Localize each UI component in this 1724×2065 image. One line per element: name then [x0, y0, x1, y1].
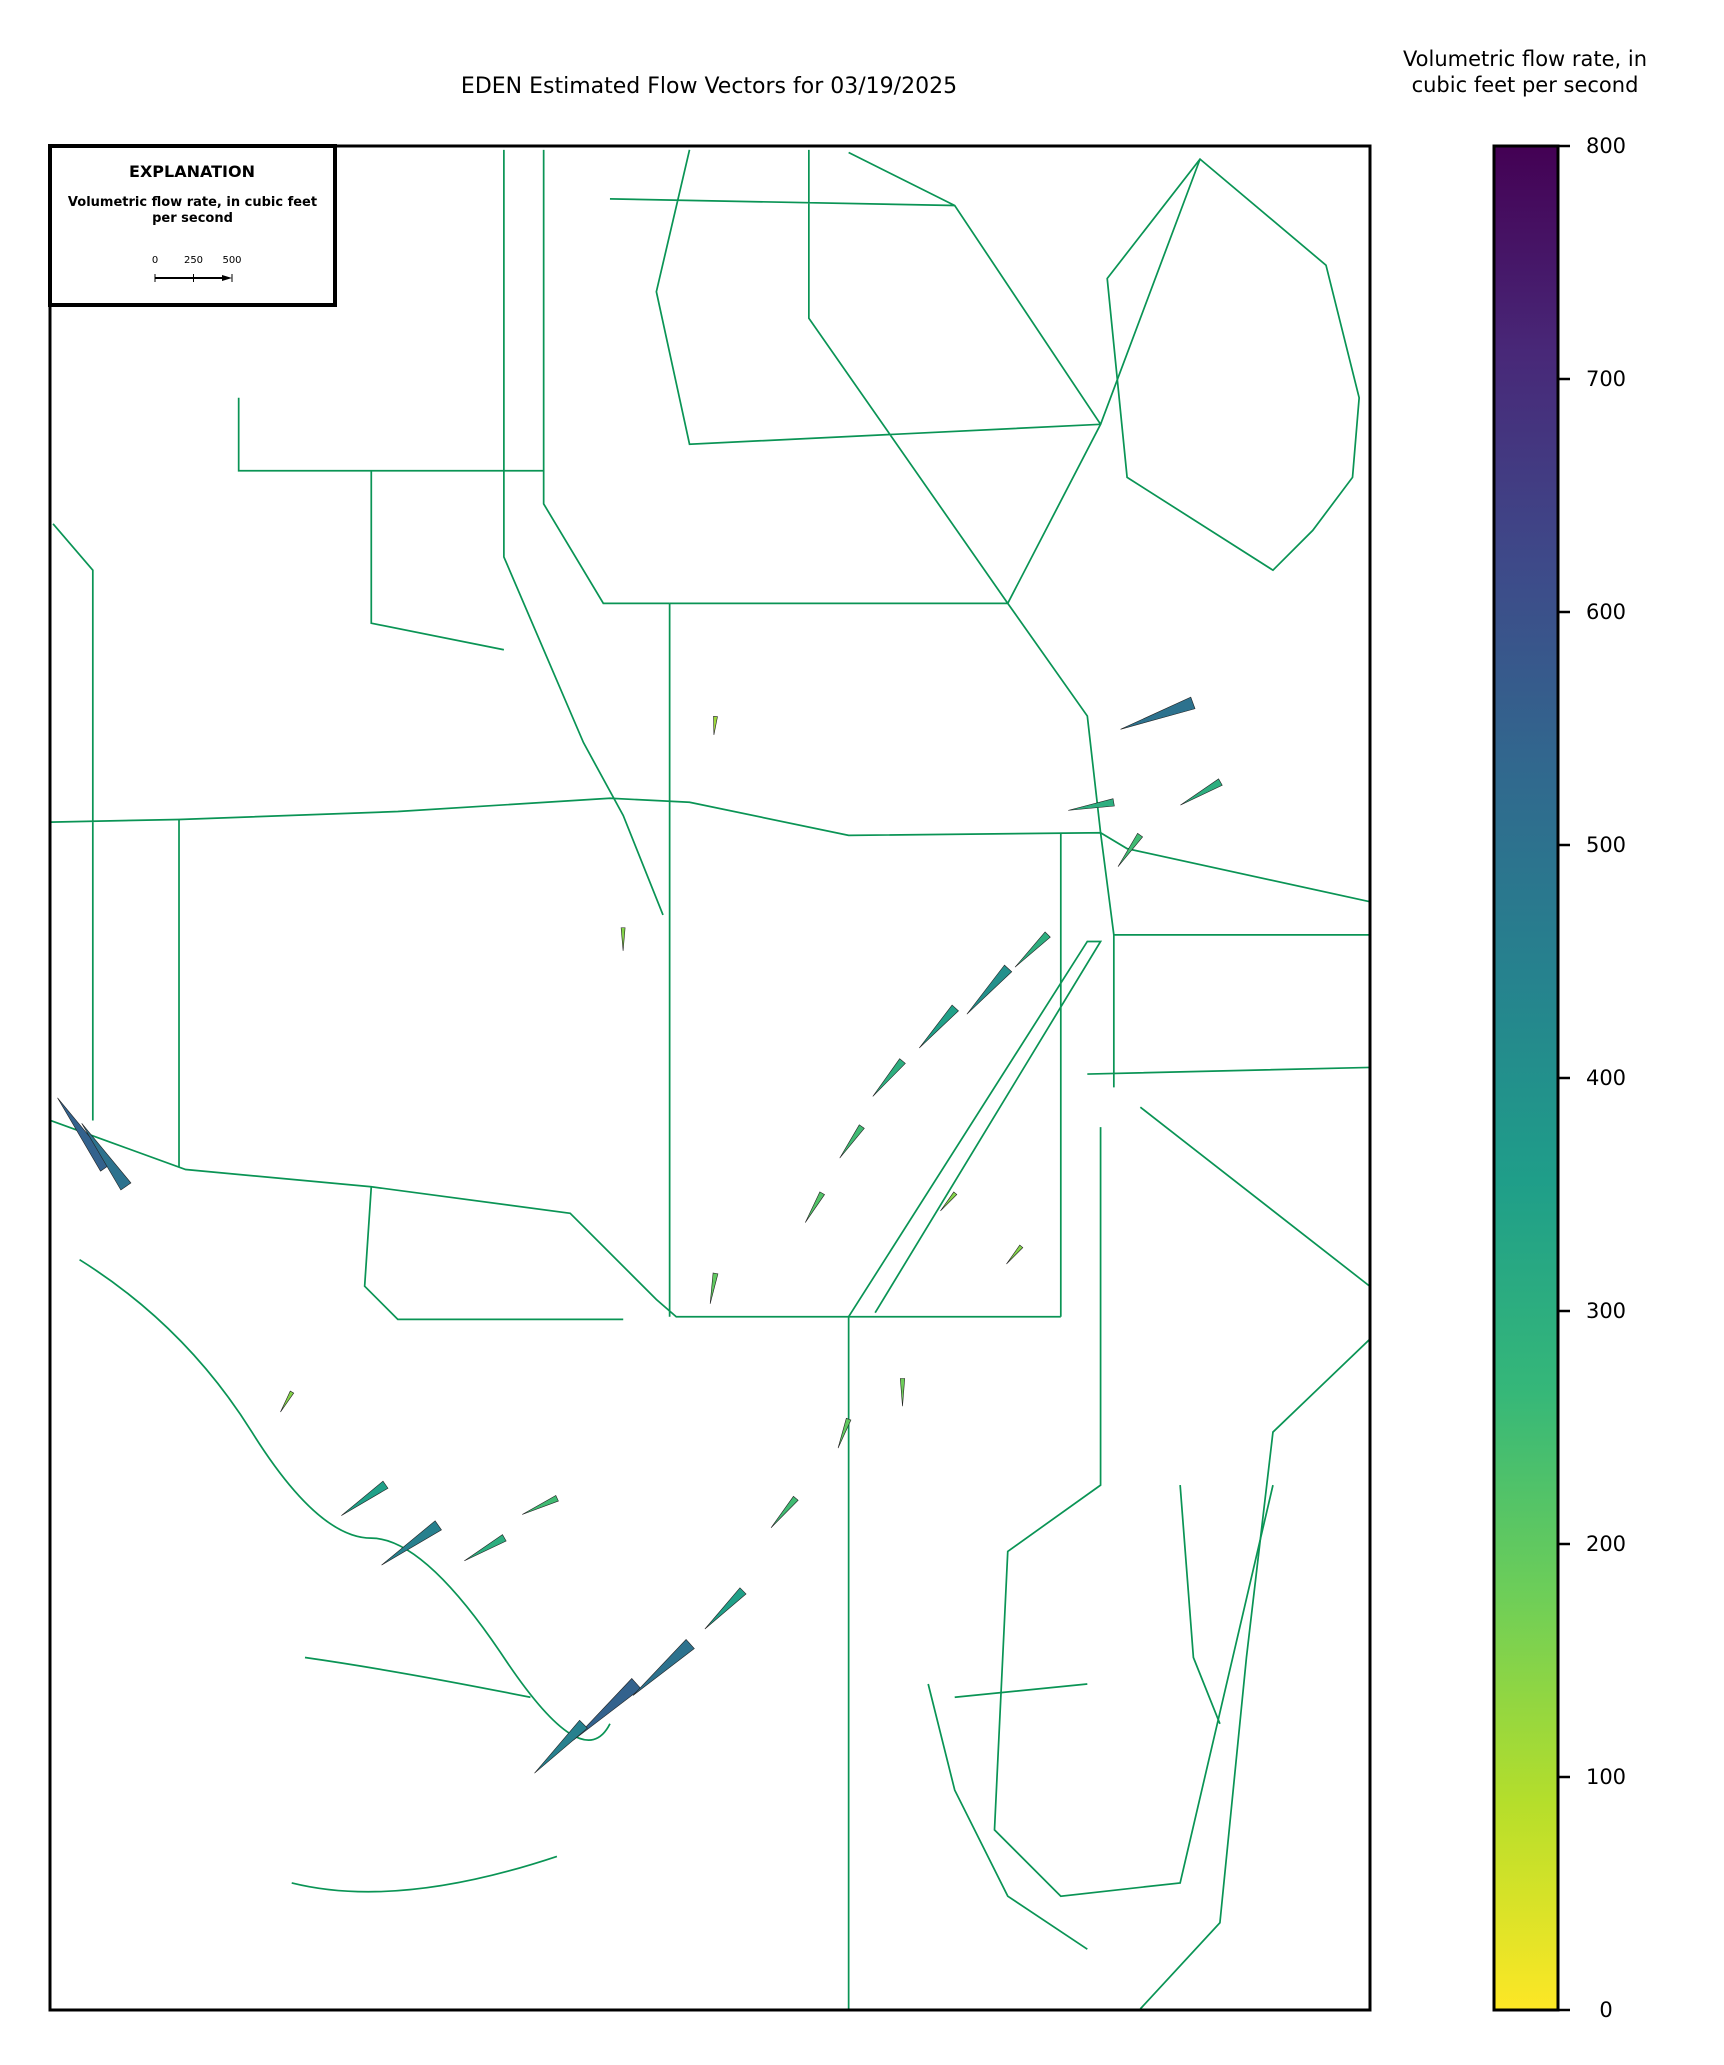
flow-vector — [522, 1495, 559, 1515]
flow-vector — [770, 1495, 799, 1528]
flow-vector — [837, 1417, 852, 1449]
flow-vector — [704, 1587, 747, 1630]
colorbar-tick-label: 700 — [1586, 367, 1626, 391]
legend-arrow-head — [222, 275, 232, 281]
colorbar-tick-label: 600 — [1586, 600, 1626, 624]
colorbar-ticks: 0 100 200 300 400 500 600 700 800 — [1558, 134, 1626, 2022]
flow-vector — [966, 964, 1013, 1015]
flow-vector — [899, 1378, 906, 1407]
explanation-label: Volumetric flow rate, in cubic feet per … — [67, 195, 318, 226]
explanation-box: EXPLANATION Volumetric flow rate, in cub… — [48, 144, 337, 307]
colorbar-tick-label: 400 — [1586, 1066, 1626, 1090]
flow-vector — [620, 927, 626, 951]
flow-vector — [573, 1678, 642, 1741]
flow-vector — [804, 1191, 825, 1223]
flow-vector — [872, 1058, 906, 1097]
flow-vector — [1006, 1244, 1024, 1265]
colorbar-label: Volumetric flow rate, in cubic feet per … — [1402, 47, 1648, 97]
flow-vector — [713, 715, 718, 735]
flow-vector — [839, 1124, 865, 1159]
flow-vector — [81, 1123, 132, 1191]
flow-vector — [1180, 778, 1223, 806]
chart-title: EDEN Estimated Flow Vectors for 03/19/20… — [461, 74, 957, 99]
colorbar-tick-label: 500 — [1586, 833, 1626, 857]
colorbar-tick-label: 300 — [1586, 1299, 1626, 1323]
legend-scale-label: 250 — [184, 255, 203, 266]
flow-vector — [534, 1719, 588, 1774]
explanation-heading: EXPLANATION — [129, 162, 255, 181]
colorbar-tick-label: 800 — [1586, 134, 1626, 158]
colorbar — [1492, 144, 1560, 2012]
flow-vector — [1014, 931, 1051, 968]
legend-scale-label: 0 — [152, 255, 158, 266]
explanation-label-box: Volumetric flow rate, in cubic feet per … — [67, 195, 318, 226]
flow-vector — [341, 1480, 389, 1516]
canal-network — [50, 149, 1370, 2010]
colorbar-tick-label: 200 — [1586, 1532, 1626, 1556]
map-frame — [48, 144, 1372, 2012]
flow-vector — [709, 1272, 719, 1304]
flow-vector — [1068, 798, 1115, 811]
flow-vector — [280, 1390, 295, 1413]
flow-vectors — [57, 696, 1223, 1774]
legend-scale-label: 500 — [222, 255, 241, 266]
flow-vector — [632, 1638, 695, 1696]
colorbar-tick-label: 0 — [1599, 1998, 1612, 2022]
flow-vector — [1120, 696, 1196, 730]
flow-vector — [381, 1520, 442, 1566]
colorbar-tick-label: 100 — [1586, 1765, 1626, 1789]
flow-vector — [918, 1004, 959, 1049]
flow-vector — [940, 1191, 958, 1212]
flow-vector — [464, 1534, 507, 1562]
legend-scale: 0 250 500 — [152, 255, 242, 282]
flow-vector — [57, 1097, 113, 1172]
colorbar-label-box: Volumetric flow rate, in cubic feet per … — [1402, 47, 1648, 97]
flow-vector — [1117, 832, 1144, 867]
